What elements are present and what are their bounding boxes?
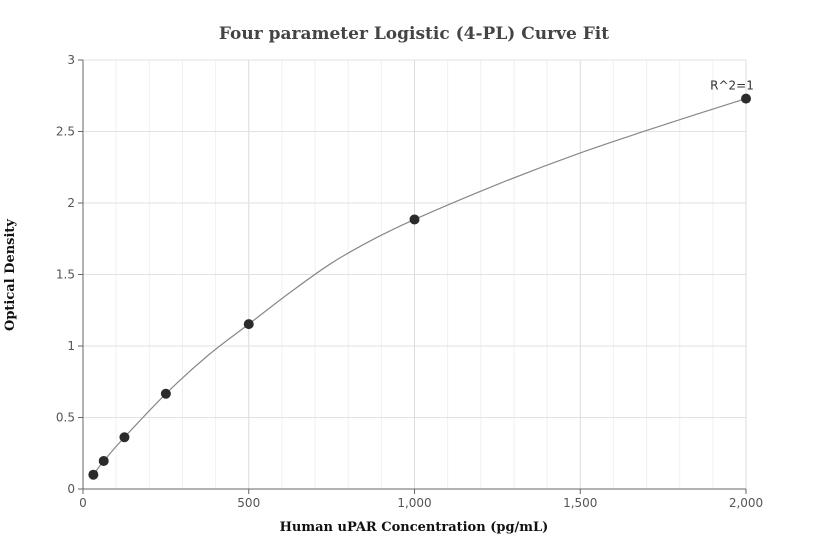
chart-title: Four parameter Logistic (4-PL) Curve Fit bbox=[219, 24, 609, 44]
data-point bbox=[741, 93, 751, 104]
y-axis-title: Optical Density bbox=[3, 219, 18, 331]
data-point bbox=[243, 319, 254, 330]
data-point bbox=[119, 432, 130, 443]
grid bbox=[83, 59, 747, 489]
chart-text: Four parameter Logistic (4-PL) Curve Fit… bbox=[3, 24, 754, 535]
r-squared-annotation: R^2=1 bbox=[710, 79, 754, 93]
data-point bbox=[88, 469, 99, 480]
x-tick-label: 500 bbox=[237, 496, 260, 510]
data-points bbox=[88, 93, 751, 480]
data-point bbox=[409, 214, 420, 225]
data-point bbox=[160, 388, 171, 399]
x-tick-label: 2,000 bbox=[729, 496, 763, 510]
y-tick-label: 2.5 bbox=[56, 125, 75, 139]
y-tick-label: 0.5 bbox=[56, 411, 75, 425]
x-tick-label: 1,000 bbox=[397, 496, 431, 510]
y-tick-label: 1 bbox=[67, 339, 75, 353]
y-tick-label: 1.5 bbox=[56, 268, 75, 282]
fit-curve-layer bbox=[92, 98, 747, 476]
y-tick-label: 2 bbox=[67, 196, 75, 210]
axes: 0 0.5 1 1.5 2 2.5 3 0 500 1,000 1,500 2,000 bbox=[56, 53, 763, 510]
y-tick-label: 3 bbox=[67, 53, 75, 67]
y-tick-label: 0 bbox=[67, 482, 75, 496]
x-axis-title: Human uPAR Concentration (pg/mL) bbox=[280, 520, 549, 535]
data-point bbox=[98, 455, 109, 466]
x-tick-label: 0 bbox=[79, 496, 87, 510]
fit-curve bbox=[92, 98, 747, 476]
x-tick-label: 1,500 bbox=[563, 496, 597, 510]
